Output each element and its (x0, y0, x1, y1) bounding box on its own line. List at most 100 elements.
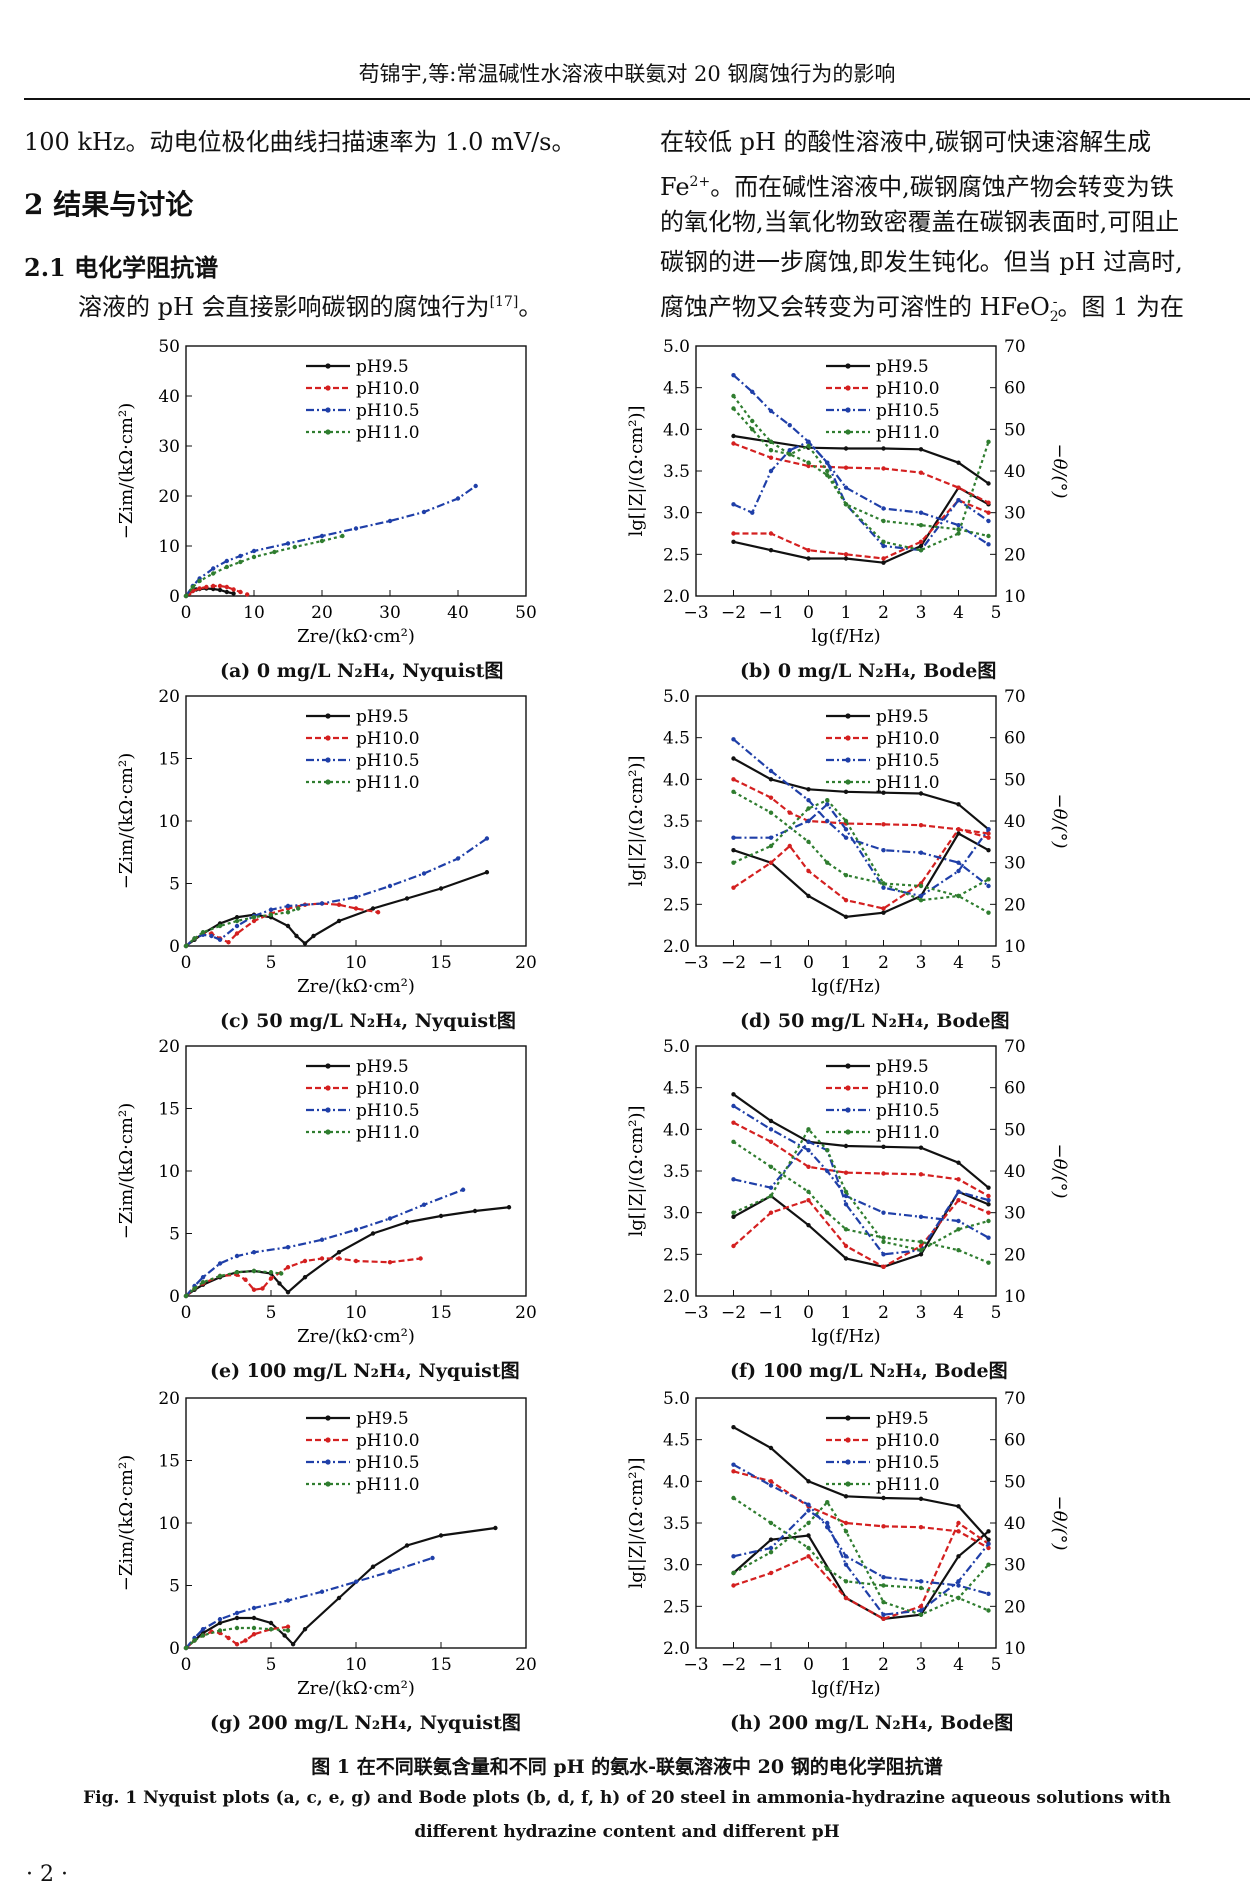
y-tick-label: 5.0 (663, 688, 690, 707)
series-pH9.5-modulus-line (733, 434, 990, 485)
x-tick-label: −2 (721, 1655, 746, 1675)
data-point (183, 593, 189, 599)
series-pH10.5-line (185, 837, 488, 947)
y-tick-label: 3.0 (663, 1556, 690, 1576)
modulus-point (986, 1591, 991, 1597)
modulus-point (956, 802, 961, 807)
data-point (251, 1250, 257, 1255)
y-tick-label: 5.0 (663, 1390, 690, 1409)
x-tick-label: 50 (515, 603, 537, 623)
x-tick-label: 0 (803, 603, 814, 623)
phase-point (750, 427, 755, 432)
phase-point (843, 502, 849, 507)
data-point (472, 1208, 478, 1214)
phase-point (956, 1554, 961, 1559)
data-point (224, 589, 229, 595)
data-point (234, 918, 240, 924)
data-point (268, 912, 274, 917)
modulus-point (731, 777, 736, 782)
modulus-point (843, 789, 849, 795)
x-tick-label: 20 (311, 603, 333, 623)
modulus-point (825, 1524, 830, 1530)
series-pH10.0-modulus-line (732, 1121, 990, 1197)
chart-panel-d: −3 −2 −1 0 1 2 3 4 5 2.0 2.5 3.0 3.5 4.0 4.5 5.0 10 20 30 4… (626, 688, 1070, 997)
modulus-point (768, 1164, 774, 1170)
legend-label: pH9.5 (876, 707, 929, 727)
data-point (217, 923, 223, 929)
data-point (277, 1281, 282, 1286)
legend-marker (325, 363, 331, 369)
x-axis-label: lg(f/Hz) (811, 1678, 880, 1699)
caption-b: (b) 0 mg/L N₂H₄, Bode图 (740, 660, 997, 682)
modulus-point (918, 1524, 924, 1530)
phase-point (806, 547, 811, 553)
legend-marker (845, 1129, 851, 1135)
r2-sup: 2+ (689, 174, 711, 190)
data-point (302, 1627, 308, 1632)
modulus-point (843, 835, 849, 840)
data-point (319, 533, 325, 539)
series-pH10.0-phase-line (733, 498, 989, 560)
modulus-point (918, 1496, 924, 1502)
modulus-point (825, 818, 830, 824)
series-pH9.5-phase-line (733, 486, 990, 564)
phase-point (806, 1127, 811, 1132)
data-point (183, 1645, 189, 1651)
x-tick-label: 30 (379, 603, 401, 623)
caption-h: (h) 200 mg/L N₂H₄, Bode图 (730, 1712, 1014, 1734)
legend-label: pH11.0 (876, 1475, 940, 1495)
modulus-point (986, 1260, 991, 1265)
modulus-point (843, 1520, 849, 1526)
x-tick-label: −3 (683, 603, 708, 623)
y-axis-label: −Zim/(kΩ·cm²) (116, 1455, 137, 1591)
modulus-point (881, 466, 886, 471)
legend-label: pH9.5 (876, 1057, 929, 1077)
data-point (251, 1615, 257, 1621)
data-point (243, 1638, 248, 1643)
phase-point (731, 1214, 736, 1220)
y-tick-label: 3.0 (663, 504, 690, 524)
phase-point (806, 1197, 811, 1203)
phase-point (881, 1252, 886, 1257)
y-axis-label: −Zim/(kΩ·cm²) (116, 403, 137, 539)
modulus-point (731, 1469, 736, 1474)
phase-point (806, 1520, 811, 1526)
data-point (294, 933, 299, 939)
data-point (285, 1245, 291, 1250)
data-point (353, 906, 359, 911)
r5-sup: - (1052, 294, 1058, 310)
phase-point (956, 893, 961, 899)
x-tick-label: 3 (916, 1303, 927, 1323)
x-axis-label: Zre/(kΩ·cm²) (297, 1678, 415, 1699)
y2-tick-label: 10 (1004, 587, 1026, 607)
modulus-point (956, 1177, 961, 1182)
modulus-point (731, 372, 736, 378)
y2-tick-label: 30 (1004, 1556, 1026, 1576)
x-tick-label: −3 (683, 1655, 708, 1675)
series-pH9.5-line (185, 871, 488, 947)
modulus-point (956, 1504, 961, 1509)
phase-point (843, 827, 849, 832)
y2-tick-label: 30 (1004, 854, 1026, 874)
y2-tick-label: 50 (1004, 1120, 1026, 1140)
phase-point (731, 1554, 736, 1559)
legend-label: pH11.0 (876, 1123, 940, 1143)
modulus-point (956, 522, 961, 528)
modulus-point (731, 433, 736, 439)
phase-point (881, 1264, 886, 1270)
phase-point (731, 1210, 736, 1215)
y2-tick-label: 40 (1004, 1162, 1026, 1182)
x-tick-label: −1 (758, 953, 783, 973)
legend-marker (845, 713, 851, 719)
legend-label: pH10.5 (876, 1101, 940, 1121)
subsection-title: 2.1 电化学阻抗谱 (24, 253, 219, 282)
data-point (190, 584, 195, 590)
x-tick-label: 4 (953, 953, 964, 973)
y-tick-label: 4.5 (663, 1431, 690, 1451)
series-pH10.0-line (185, 902, 379, 947)
modulus-point (918, 822, 924, 828)
phase-point (918, 1604, 924, 1609)
x-axis-label: lg(f/Hz) (811, 626, 880, 647)
y-axis-label: −Zim/(kΩ·cm²) (116, 1103, 137, 1239)
y-tick-label: 10 (158, 537, 180, 557)
